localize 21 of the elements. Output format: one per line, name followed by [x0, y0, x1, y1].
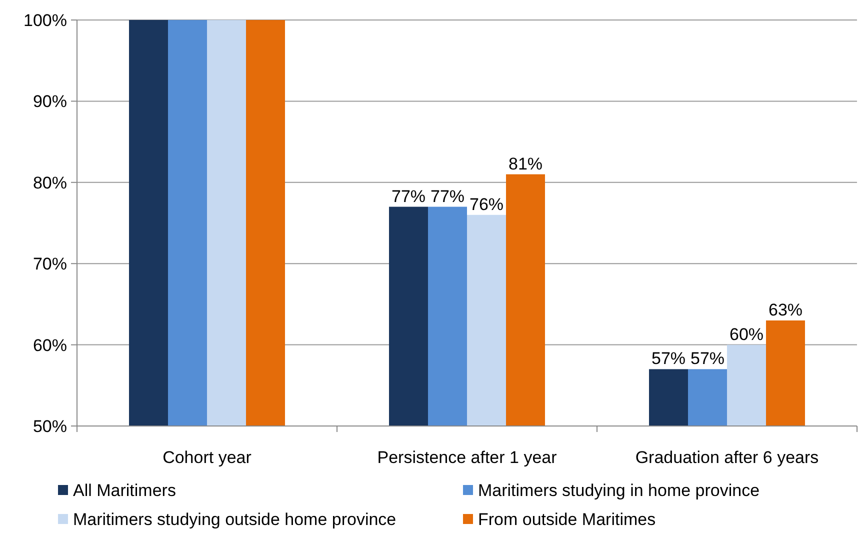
x-tick-label: Cohort year [162, 448, 252, 467]
y-tick-label: 80% [32, 173, 67, 192]
data-label: 76% [469, 194, 504, 214]
data-label: 81% [508, 154, 543, 174]
x-tick-label: Graduation after 6 years [635, 448, 819, 467]
y-tick-label: 100% [24, 10, 67, 30]
legend-label: All Maritimers [73, 481, 176, 500]
data-label: 60% [729, 324, 764, 344]
legend-label: Maritimers studying outside home province [73, 510, 396, 529]
data-label: 57% [651, 349, 686, 368]
data-label: 77% [430, 186, 465, 206]
data-label: 57% [690, 349, 725, 368]
y-tick-label: 70% [32, 254, 67, 274]
y-tick-label: 60% [32, 336, 67, 355]
legend-label: Maritimers studying in home province [478, 481, 760, 500]
data-label: 77% [391, 186, 426, 206]
y-tick-label: 50% [32, 416, 67, 436]
data-label: 63% [768, 300, 803, 320]
x-tick-label: Persistence after 1 year [377, 448, 558, 467]
legend-label: From outside Maritimes [478, 510, 656, 529]
y-tick-label: 90% [32, 92, 67, 112]
